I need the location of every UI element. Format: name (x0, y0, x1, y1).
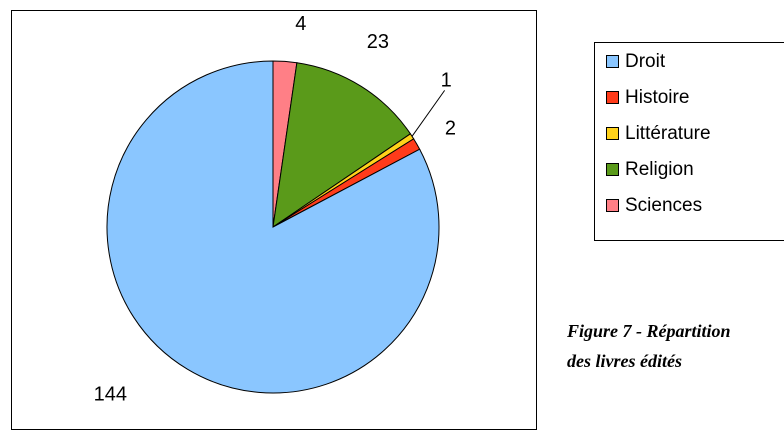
slices-layer (106, 60, 440, 394)
legend-item-histoire: Histoire (606, 85, 784, 110)
legend-label-droit: Droit (625, 50, 666, 72)
legend-label-religion: Religion (625, 158, 694, 180)
legend: Droit Histoire Littérature Religion Scie… (594, 42, 784, 241)
data-label-histoire: 2 (445, 117, 456, 139)
data-label-droit: 144 (94, 384, 127, 406)
pie-chart: 4 23 1 2 144 (94, 13, 456, 406)
legend-item-litterature: Littérature (606, 121, 784, 146)
leader-line-litterature (411, 90, 446, 137)
legend-swatch-histoire (606, 91, 619, 104)
data-label-religion: 23 (367, 31, 389, 53)
pie-slice-droit (106, 60, 440, 394)
legend-swatch-litterature (606, 127, 619, 140)
legend-item-religion: Religion (606, 157, 784, 182)
data-label-litterature: 1 (441, 69, 452, 91)
legend-label-sciences: Sciences (625, 194, 703, 216)
data-label-sciences: 4 (295, 13, 306, 35)
legend-swatch-droit (606, 55, 619, 68)
figure-caption: Figure 7 - Répartition des livres édités (567, 316, 784, 376)
chart-area: 4 23 1 2 144 (11, 10, 537, 430)
figure-caption-line-2: des livres édités (567, 351, 682, 371)
legend-label-histoire: Histoire (625, 86, 690, 108)
legend-swatch-sciences (606, 199, 619, 212)
labels-layer: 4 23 1 2 144 (94, 13, 456, 406)
legend-swatch-religion (606, 163, 619, 176)
pie-slice-religion (272, 62, 412, 229)
figure-caption-line-1: Figure 7 - Répartition (567, 321, 731, 341)
legend-item-droit: Droit (606, 49, 784, 74)
legend-label-litterature: Littérature (625, 122, 711, 144)
legend-item-sciences: Sciences (606, 193, 784, 218)
